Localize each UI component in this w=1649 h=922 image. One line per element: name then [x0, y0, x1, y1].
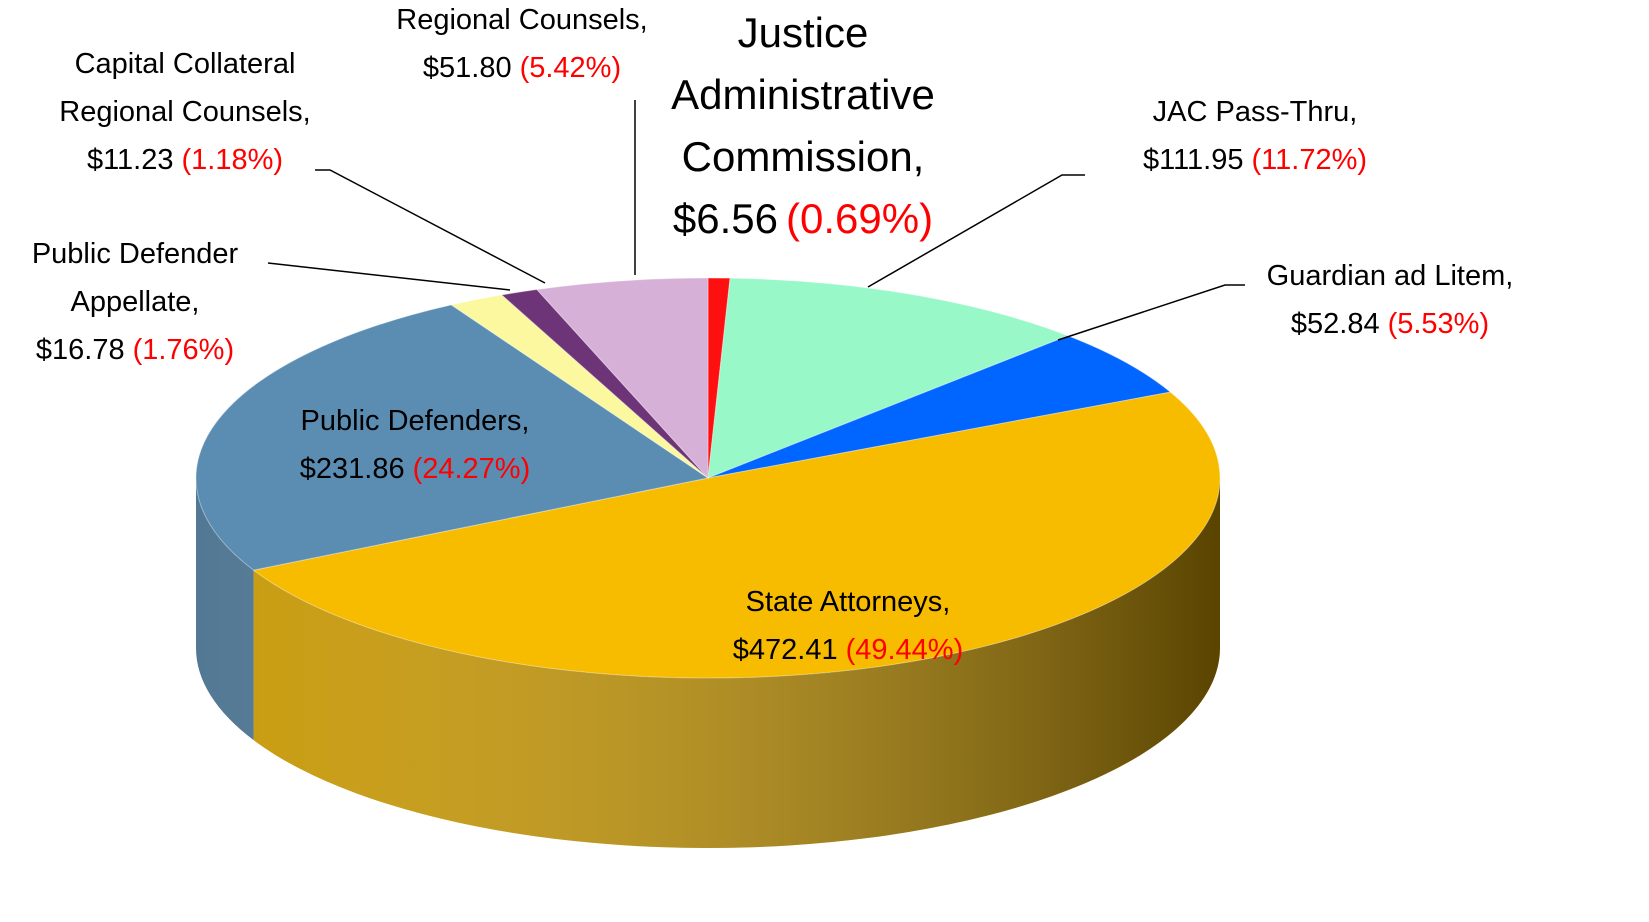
slice-values: $16.78 (1.76%) [4, 326, 266, 374]
slice-name: Justice Administrative Commission, [671, 9, 935, 180]
slice-name: Guardian ad Litem, [1266, 260, 1514, 292]
slice-label: Public Defender Appellate, $16.78 (1.76%) [4, 230, 266, 374]
slice-values: $52.84 (5.53%) [1225, 300, 1555, 348]
amount-label: $472.41 [732, 634, 838, 666]
amount-label: $6.56 [672, 195, 779, 242]
slice-values: $6.56 (0.69%) [638, 188, 968, 250]
amount-label: $52.84 [1290, 308, 1380, 340]
percent-label: (49.44%) [845, 634, 964, 666]
slice-label: State Attorneys, $472.41 (49.44%) [683, 578, 1013, 674]
amount-label: $16.78 [35, 334, 125, 366]
slice-name: Capital Collateral Regional Counsels, [59, 48, 311, 128]
leader-lines [267, 100, 1245, 341]
slice-name: Public Defenders, [300, 405, 530, 437]
percent-label: (1.76%) [132, 334, 235, 366]
slice-label: Capital Collateral Regional Counsels, $11… [20, 40, 350, 184]
percent-label: (1.18%) [181, 144, 284, 176]
percent-label: (24.27%) [412, 453, 531, 485]
percent-label: (0.69%) [786, 195, 934, 242]
slice [500, 288, 709, 479]
slice-label: Justice Administrative Commission, $6.56(… [638, 2, 968, 250]
slice-values: $11.23 (1.18%) [20, 136, 350, 184]
leader-line [867, 174, 1085, 288]
slice [707, 335, 1172, 479]
slice-label: Public Defenders, $231.86 (24.27%) [250, 397, 580, 493]
pie-tops [195, 277, 1221, 679]
slice-label: JAC Pass-Thru, $111.95 (11.72%) [1095, 88, 1415, 184]
pie-sides [196, 478, 1220, 848]
amount-label: $231.86 [299, 453, 405, 485]
percent-label: (5.53%) [1387, 308, 1490, 340]
slice [535, 277, 709, 480]
slice-values: $472.41 (49.44%) [683, 626, 1013, 674]
slice [707, 277, 1070, 479]
percent-label: (11.72%) [1251, 144, 1368, 176]
slice-values: $111.95 (11.72%) [1095, 136, 1415, 184]
leader-line [315, 169, 546, 284]
slice-values: $51.80 (5.42%) [357, 44, 687, 92]
slice [707, 277, 731, 479]
amount-label: $111.95 [1142, 144, 1244, 176]
slice [450, 294, 709, 479]
slice [195, 304, 710, 571]
side-shade [196, 478, 1220, 848]
slice-name: State Attorneys, [745, 586, 951, 618]
slice-values: $231.86 (24.27%) [250, 445, 580, 493]
amount-label: $51.80 [422, 52, 512, 84]
leader-line [1057, 284, 1245, 341]
slice-name: Public Defender Appellate, [31, 238, 239, 318]
leader-line [267, 262, 511, 291]
percent-label: (5.42%) [519, 52, 622, 84]
slice-name: JAC Pass-Thru, [1152, 96, 1358, 128]
slice [252, 391, 1221, 679]
amount-label: $11.23 [86, 144, 174, 176]
slice-label: Guardian ad Litem, $52.84 (5.53%) [1225, 252, 1555, 348]
slice-name: Regional Counsels, [396, 4, 648, 36]
slice-label: Regional Counsels, $51.80 (5.42%) [357, 0, 687, 92]
